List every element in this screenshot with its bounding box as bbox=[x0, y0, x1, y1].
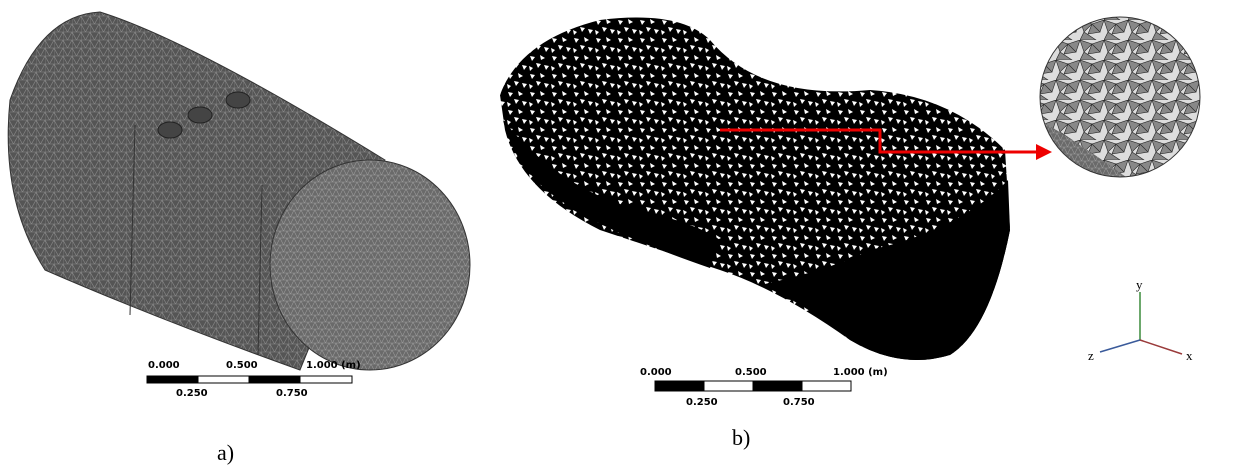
panel-label: b) bbox=[732, 425, 750, 450]
nozzle bbox=[226, 92, 250, 108]
scale-label: 0.000 bbox=[148, 360, 180, 371]
scale-label: 0.000 bbox=[640, 367, 672, 378]
scale-bar bbox=[655, 381, 851, 391]
axis-label: y bbox=[1136, 277, 1143, 292]
scale-label: 0.750 bbox=[783, 397, 815, 408]
panel-label: a) bbox=[217, 440, 234, 465]
mesh-end bbox=[270, 160, 470, 370]
axis-x bbox=[1140, 340, 1182, 354]
scale-seg bbox=[753, 381, 802, 391]
axis-z bbox=[1100, 340, 1140, 352]
figure: 0.000 0.500 1.000 (m) 0.250 0.750 a) 0.0… bbox=[0, 0, 1249, 468]
scale-seg bbox=[198, 376, 249, 383]
axis-label: z bbox=[1088, 348, 1094, 363]
axis-label: x bbox=[1186, 348, 1193, 363]
scale-seg bbox=[802, 381, 851, 391]
scale-seg bbox=[249, 376, 300, 383]
scale-label: 0.500 bbox=[226, 360, 258, 371]
scale-label: 0.500 bbox=[735, 367, 767, 378]
scale-seg bbox=[704, 381, 753, 391]
scale-label: 0.250 bbox=[176, 388, 208, 399]
scale-label: 0.750 bbox=[276, 388, 308, 399]
scale-label: 0.250 bbox=[686, 397, 718, 408]
scale-seg bbox=[147, 376, 198, 383]
scale-bar bbox=[147, 376, 352, 383]
scale-seg bbox=[300, 376, 352, 383]
nozzle bbox=[188, 107, 212, 123]
scale-seg bbox=[655, 381, 704, 391]
nozzle bbox=[158, 122, 182, 138]
arrow-head bbox=[1036, 144, 1052, 160]
scale-label: 1.000 (m) bbox=[306, 360, 361, 371]
inset bbox=[1040, 17, 1200, 180]
scale-label: 1.000 (m) bbox=[833, 367, 888, 378]
